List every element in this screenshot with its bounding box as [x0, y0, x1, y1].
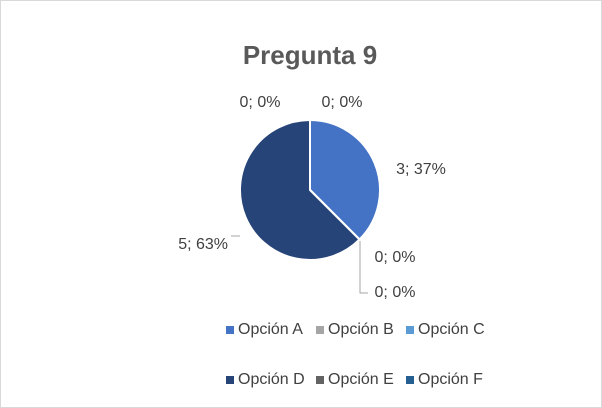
- legend-label: Opción B: [328, 321, 394, 338]
- pie-slice: [239, 118, 361, 261]
- pie-slice: [309, 118, 381, 241]
- legend-swatch: [316, 326, 324, 334]
- legend-swatch: [406, 376, 414, 384]
- data-label: 0; 0%: [375, 284, 416, 301]
- legend-swatch: [226, 326, 234, 334]
- data-label: 5; 63%: [178, 236, 228, 253]
- leader-line: [359, 241, 368, 294]
- legend-swatch: [316, 376, 324, 384]
- legend-label: Opción A: [238, 321, 303, 338]
- data-label: 0; 0%: [240, 94, 281, 111]
- legend-label: Opción C: [418, 321, 485, 338]
- data-label: 0; 0%: [375, 249, 416, 266]
- data-label: 0; 0%: [322, 94, 363, 111]
- legend-label: Opción F: [418, 371, 483, 388]
- legend-label: Opción E: [328, 371, 394, 388]
- chart-title: Pregunta 9: [243, 40, 377, 70]
- legend-label: Opción D: [238, 371, 305, 388]
- legend-swatch: [226, 376, 234, 384]
- legend-swatch: [406, 326, 414, 334]
- data-label: 3; 37%: [396, 161, 446, 178]
